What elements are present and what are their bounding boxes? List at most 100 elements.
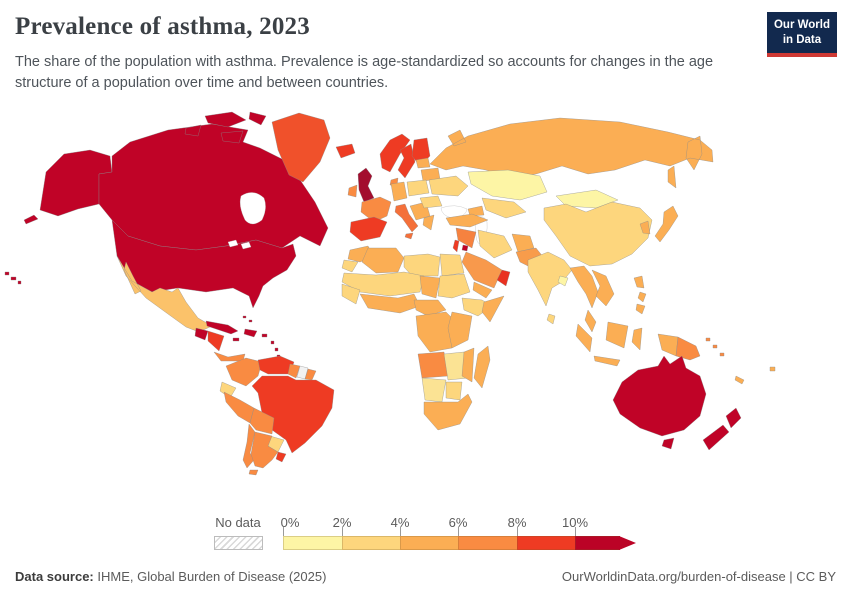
country-baltics[interactable] bbox=[415, 157, 431, 169]
country-egypt[interactable] bbox=[439, 253, 465, 277]
country-kazakhstan[interactable] bbox=[467, 169, 548, 201]
legend-bin-3[interactable] bbox=[458, 536, 517, 550]
country-cameroon-car[interactable] bbox=[413, 299, 447, 317]
country-argentina[interactable] bbox=[248, 431, 279, 476]
country-guatemala[interactable] bbox=[194, 327, 209, 341]
country-new-zealand[interactable] bbox=[702, 407, 742, 451]
country-colombia[interactable] bbox=[225, 357, 263, 387]
country-ukraine[interactable] bbox=[428, 175, 469, 197]
country-madagascar[interactable] bbox=[473, 345, 491, 389]
country-uk[interactable] bbox=[357, 167, 375, 203]
country-sri-lanka[interactable] bbox=[546, 313, 556, 325]
country-india[interactable] bbox=[527, 251, 573, 307]
country-brazil[interactable] bbox=[251, 375, 335, 454]
country-bangladesh[interactable] bbox=[557, 275, 569, 287]
country-iceland[interactable] bbox=[335, 143, 356, 159]
country-south-africa[interactable] bbox=[423, 393, 473, 431]
country-italy[interactable] bbox=[394, 203, 419, 240]
country-philippines[interactable] bbox=[633, 275, 647, 315]
country-indochina[interactable] bbox=[591, 269, 615, 307]
logo-line1: Our World bbox=[773, 19, 830, 31]
country-mozambique[interactable] bbox=[461, 347, 475, 383]
legend-tick bbox=[283, 527, 284, 536]
country-uruguay[interactable] bbox=[275, 451, 287, 463]
country-france[interactable] bbox=[360, 196, 392, 223]
legend-bin-4[interactable] bbox=[517, 536, 575, 550]
country-west-new-guinea[interactable] bbox=[657, 333, 679, 357]
country-papua-new-guinea[interactable] bbox=[675, 336, 701, 361]
great-lakes bbox=[227, 239, 252, 250]
country-guyana[interactable] bbox=[287, 363, 301, 379]
country-ireland[interactable] bbox=[347, 184, 358, 198]
country-java[interactable] bbox=[593, 355, 621, 367]
country-germany[interactable] bbox=[390, 181, 408, 202]
country-somalia[interactable] bbox=[481, 295, 505, 323]
country-chad[interactable] bbox=[419, 275, 441, 299]
country-yemen[interactable] bbox=[472, 281, 493, 299]
country-caucasus[interactable] bbox=[467, 205, 485, 217]
country-costa-rica-panama[interactable] bbox=[213, 351, 246, 362]
country-borneo[interactable] bbox=[605, 321, 629, 349]
country-spain[interactable] bbox=[349, 216, 388, 242]
country-greenland[interactable] bbox=[271, 112, 331, 183]
country-mexico[interactable] bbox=[116, 255, 213, 333]
country-japan[interactable] bbox=[654, 205, 679, 243]
country-poland[interactable] bbox=[406, 179, 430, 197]
country-angola[interactable] bbox=[417, 351, 449, 379]
country-fiji[interactable] bbox=[769, 366, 776, 372]
country-sahel[interactable] bbox=[341, 271, 425, 297]
country-libya[interactable] bbox=[403, 253, 441, 277]
hudson-bay bbox=[239, 192, 266, 225]
country-china[interactable] bbox=[543, 201, 653, 267]
country-sudan[interactable] bbox=[437, 273, 471, 299]
country-east-africa[interactable] bbox=[447, 311, 473, 349]
country-bolivia[interactable] bbox=[249, 407, 275, 435]
legend-tick-label-2: 4% bbox=[390, 515, 410, 530]
country-alaska[interactable] bbox=[23, 149, 113, 225]
country-israel-lebanon[interactable] bbox=[452, 239, 460, 253]
legend-bin-2[interactable] bbox=[400, 536, 458, 550]
country-afghanistan[interactable] bbox=[511, 233, 535, 253]
country-central-asia[interactable] bbox=[481, 197, 527, 219]
country-syria-iraq[interactable] bbox=[455, 227, 477, 249]
country-sumatra[interactable] bbox=[575, 323, 593, 353]
country-kuwait[interactable] bbox=[461, 244, 469, 252]
country-sweden[interactable] bbox=[397, 143, 416, 179]
legend-no-data-swatch[interactable] bbox=[214, 536, 263, 550]
country-hawaii[interactable] bbox=[4, 271, 22, 285]
country-arctic-islands[interactable] bbox=[184, 111, 267, 144]
country-romania[interactable] bbox=[419, 195, 443, 209]
owid-logo[interactable]: Our World in Data bbox=[766, 12, 837, 57]
country-honduras-nicaragua[interactable] bbox=[207, 330, 225, 352]
page-title: Prevalence of asthma, 2023 bbox=[15, 13, 310, 40]
country-peru[interactable] bbox=[223, 391, 255, 424]
country-new-caledonia[interactable] bbox=[734, 375, 745, 385]
owid-attribution-link[interactable]: OurWorldinData.org/burden-of-disease | C… bbox=[561, 569, 836, 584]
country-namibia[interactable] bbox=[421, 377, 447, 403]
legend-bin-0[interactable] bbox=[283, 536, 342, 550]
country-pacific-islands[interactable] bbox=[705, 337, 725, 357]
country-ghana-nigeria[interactable] bbox=[359, 293, 421, 314]
country-korea[interactable] bbox=[639, 220, 651, 235]
country-saudi-arabia[interactable] bbox=[461, 251, 503, 289]
country-norway[interactable] bbox=[379, 133, 411, 173]
country-australia[interactable] bbox=[612, 355, 707, 450]
country-turkey[interactable] bbox=[445, 213, 489, 228]
country-greece[interactable] bbox=[422, 214, 435, 231]
legend-tick-label-1: 2% bbox=[332, 515, 352, 530]
legend-bin-1[interactable] bbox=[342, 536, 400, 550]
country-cuba[interactable] bbox=[205, 320, 239, 335]
country-algeria[interactable] bbox=[361, 247, 405, 274]
country-malaysia[interactable] bbox=[584, 309, 597, 333]
country-sulawesi[interactable] bbox=[631, 327, 643, 351]
country-iran[interactable] bbox=[477, 229, 513, 259]
legend-tick-label-3: 6% bbox=[448, 515, 468, 530]
country-myanmar-thailand[interactable] bbox=[569, 265, 599, 309]
country-caribbean[interactable] bbox=[232, 315, 281, 359]
country-uae-oman[interactable] bbox=[496, 269, 511, 287]
country-western-sahara[interactable] bbox=[341, 259, 359, 273]
country-senegal-guinea[interactable] bbox=[341, 283, 361, 305]
legend-bin-5[interactable] bbox=[575, 536, 620, 550]
country-botswana[interactable] bbox=[445, 381, 463, 401]
